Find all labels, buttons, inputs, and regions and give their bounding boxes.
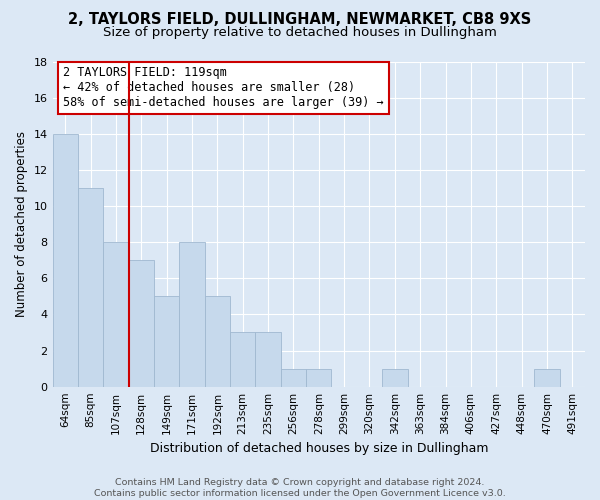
Text: Contains HM Land Registry data © Crown copyright and database right 2024.
Contai: Contains HM Land Registry data © Crown c… <box>94 478 506 498</box>
Bar <box>534 368 560 386</box>
Bar <box>154 296 179 386</box>
Bar <box>256 332 281 386</box>
Text: 2, TAYLORS FIELD, DULLINGHAM, NEWMARKET, CB8 9XS: 2, TAYLORS FIELD, DULLINGHAM, NEWMARKET,… <box>68 12 532 28</box>
Bar <box>78 188 103 386</box>
Bar <box>230 332 256 386</box>
Bar <box>53 134 78 386</box>
Bar <box>205 296 230 386</box>
Bar <box>179 242 205 386</box>
Bar <box>128 260 154 386</box>
X-axis label: Distribution of detached houses by size in Dullingham: Distribution of detached houses by size … <box>149 442 488 455</box>
Text: Size of property relative to detached houses in Dullingham: Size of property relative to detached ho… <box>103 26 497 39</box>
Bar <box>281 368 306 386</box>
Y-axis label: Number of detached properties: Number of detached properties <box>15 131 28 317</box>
Bar <box>382 368 407 386</box>
Bar <box>306 368 331 386</box>
Bar <box>103 242 128 386</box>
Text: 2 TAYLORS FIELD: 119sqm
← 42% of detached houses are smaller (28)
58% of semi-de: 2 TAYLORS FIELD: 119sqm ← 42% of detache… <box>63 66 384 110</box>
